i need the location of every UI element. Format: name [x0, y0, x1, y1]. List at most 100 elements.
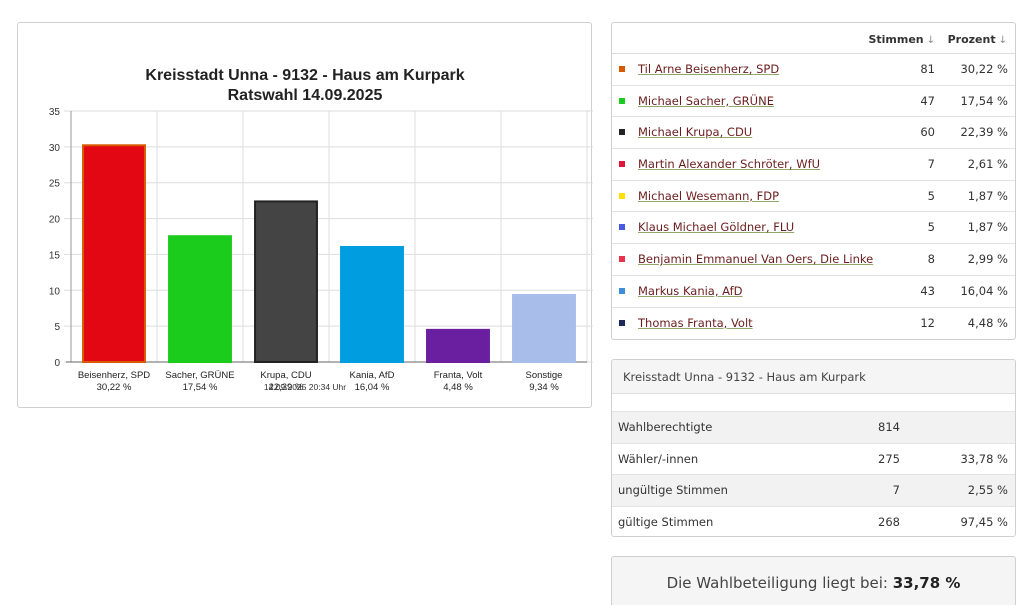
turnout-label: Die Wahlbeteiligung liegt bei:	[666, 574, 888, 592]
stat-label: gültige Stimmen	[618, 514, 714, 529]
candidate-link[interactable]: Klaus Michael Göldner, FLU	[638, 220, 795, 235]
stat-percent: 33,78 %	[960, 451, 1008, 466]
y-tick-label: 30	[49, 143, 61, 154]
party-color-swatch	[619, 287, 625, 294]
percent-column-header[interactable]: Prozent ↓	[947, 33, 1007, 46]
candidate-link[interactable]: Martin Alexander Schröter, WfU	[638, 157, 821, 172]
stat-percent: 97,45 %	[960, 514, 1008, 529]
table-row: Martin Alexander Schröter, WfU 7 2,61 %	[612, 149, 1015, 181]
bar-value-label: 17,54 %	[183, 382, 218, 393]
candidate-link[interactable]: Michael Wesemann, FDP	[638, 188, 780, 203]
chart-panel: Kreisstadt Unna - 9132 - Haus am Kurpark…	[17, 22, 593, 408]
percent-cell: 30,22 %	[960, 62, 1008, 76]
candidate-link[interactable]: Thomas Franta, Volt	[638, 315, 753, 330]
party-color-swatch	[619, 129, 625, 136]
stats-title: Kreisstadt Unna - 9132 - Haus am Kurpark	[612, 360, 1015, 394]
party-color-swatch	[619, 319, 625, 326]
stat-value: 7	[892, 483, 900, 497]
x-tick-label: Franta, Volt	[434, 370, 483, 381]
stats-row: ungültige Stimmen 7 2,55 %	[612, 474, 1015, 506]
votes-cell: 60	[920, 125, 935, 140]
stats-table: Kreisstadt Unna - 9132 - Haus am Kurpark…	[611, 359, 1016, 537]
stats-body: Wahlberechtigte 814 Wähler/-innen 275 33,78 …	[612, 411, 1015, 537]
votes-cell: 43	[920, 283, 935, 298]
votes-column-header[interactable]: Stimmen ↓	[868, 33, 935, 46]
party-color-swatch	[619, 66, 625, 72]
table-row: Markus Kania, AfD 43 16,04 %	[612, 276, 1015, 308]
bar-chart: Kreisstadt Unna - 9132 - Haus am Kurpark…	[49, 67, 593, 393]
table-row: Michael Wesemann, FDP 5 1,87 %	[612, 181, 1015, 213]
results-body: Til Arne Beisenherz, SPD 81 30,22 % Michael…	[612, 54, 1015, 339]
stats-row: Wähler/-innen 275 33,78 %	[612, 442, 1015, 475]
bar	[426, 328, 490, 364]
party-color-swatch	[619, 97, 625, 104]
candidate-link[interactable]: Michael Krupa, CDU	[638, 125, 753, 140]
votes-cell: 8	[927, 252, 935, 267]
bar-value-label: 9,34 %	[529, 382, 559, 393]
percent-cell: 4,48 %	[967, 315, 1008, 330]
table-row: Benjamin Emmanuel Van Oers, Die Linke 8 2,…	[612, 244, 1015, 276]
chart-title: Kreisstadt Unna - 9132 - Haus am Kurpark	[145, 67, 464, 84]
votes-cell: 7	[927, 157, 935, 172]
chart-footer: 14.09.2025 20:34 Uhr	[264, 382, 346, 392]
results-header: Stimmen ↓ Prozent ↓	[612, 23, 1015, 54]
bar	[82, 144, 146, 363]
results-table: Stimmen ↓ Prozent ↓ Til Arne Beisenherz, S…	[611, 22, 1016, 340]
bar-value-label: 4,48 %	[443, 382, 473, 393]
sort-down-icon[interactable]: ↓	[998, 35, 1007, 46]
party-color-swatch	[619, 192, 625, 199]
stat-label: Wähler/-innen	[618, 451, 699, 466]
bar	[512, 294, 576, 363]
stat-percent: 2,55 %	[967, 483, 1008, 497]
table-row: Michael Krupa, CDU 60 22,39 %	[612, 117, 1015, 150]
stats-row: Wahlberechtigte 814	[612, 411, 1015, 443]
stat-value: 275	[878, 451, 900, 466]
turnout-value: 33,78 %	[892, 574, 961, 592]
y-tick-label: 15	[49, 250, 61, 261]
candidate-link[interactable]: Markus Kania, AfD	[638, 283, 743, 298]
stats-row: gültige Stimmen 268 97,45 %	[612, 505, 1015, 537]
bar-value-label: 16,04 %	[355, 382, 390, 393]
chart-subtitle: Ratswahl 14.09.2025	[228, 87, 383, 104]
bar-value-label: 30,22 %	[97, 382, 132, 393]
x-tick-label: Krupa, CDU	[260, 370, 311, 381]
percent-cell: 1,87 %	[967, 188, 1008, 203]
percent-cell: 17,54 %	[960, 93, 1008, 108]
y-tick-label: 0	[54, 358, 60, 369]
candidate-link[interactable]: Benjamin Emmanuel Van Oers, Die Linke	[638, 252, 874, 267]
votes-cell: 81	[920, 62, 935, 76]
y-tick-label: 35	[49, 107, 61, 118]
votes-cell: 5	[927, 188, 935, 203]
y-tick-label: 25	[49, 179, 61, 190]
bar	[340, 245, 404, 364]
stat-label: ungültige Stimmen	[618, 483, 728, 497]
x-tick-label: Sacher, GRÜNE	[165, 370, 234, 381]
sort-down-icon[interactable]: ↓	[926, 35, 935, 46]
table-row: Thomas Franta, Volt 12 4,48 %	[612, 308, 1015, 340]
stat-value: 814	[878, 420, 900, 434]
y-tick-label: 10	[49, 286, 61, 297]
votes-cell: 47	[920, 93, 935, 108]
x-tick-label: Sonstige	[526, 370, 563, 381]
turnout-box: Die Wahlbeteiligung liegt bei: 33,78 %	[611, 556, 1016, 605]
percent-cell: 2,61 %	[967, 157, 1008, 172]
stat-label: Wahlberechtigte	[618, 420, 713, 434]
x-tick-label: Beisenherz, SPD	[78, 370, 150, 381]
votes-cell: 5	[927, 220, 935, 235]
y-tick-label: 5	[54, 322, 60, 333]
bar	[168, 235, 232, 364]
candidate-link[interactable]: Til Arne Beisenherz, SPD	[638, 62, 780, 76]
party-color-swatch	[619, 256, 625, 263]
bar-value-label: 22,39 %	[269, 382, 304, 393]
percent-cell: 16,04 %	[960, 283, 1008, 298]
percent-cell: 1,87 %	[967, 220, 1008, 235]
x-tick-label: Kania, AfD	[350, 370, 395, 381]
bar	[254, 200, 318, 363]
y-tick-label: 20	[49, 215, 61, 226]
table-row: Til Arne Beisenherz, SPD 81 30,22 %	[612, 54, 1015, 86]
percent-cell: 22,39 %	[960, 125, 1008, 140]
table-row: Klaus Michael Göldner, FLU 5 1,87 %	[612, 212, 1015, 245]
percent-cell: 2,99 %	[967, 252, 1008, 267]
candidate-link[interactable]: Michael Sacher, GRÜNE	[638, 93, 774, 108]
party-color-swatch	[619, 161, 625, 168]
